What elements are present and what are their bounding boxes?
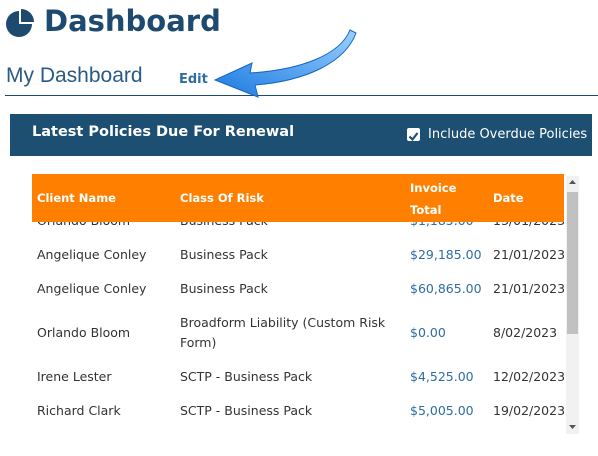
table-cell: 12/02/2023	[493, 369, 564, 384]
column-header: Client Name	[37, 191, 116, 205]
checkmark	[408, 132, 419, 142]
scrollbar[interactable]	[566, 176, 579, 434]
invoice-link[interactable]: $0.00	[410, 325, 446, 340]
table-cell: Angelique Conley	[37, 247, 147, 262]
divider	[5, 95, 598, 96]
invoice-link[interactable]: $1,185.00	[410, 222, 480, 231]
scroll-down[interactable]	[568, 424, 577, 430]
table-cell: Business Pack	[180, 281, 268, 296]
table-row: Irene Lester SCTP - Business Pack $4,525.0…	[32, 360, 564, 394]
checkbox[interactable]	[407, 128, 420, 142]
column-header: Invoice Total	[410, 181, 457, 217]
edit-link[interactable]: Edit	[179, 72, 208, 87]
table-row: Richard Clark SCTP - Business Pack $5,005.…	[32, 394, 564, 428]
column-header: Date	[493, 191, 524, 205]
table-cell: 21/01/2023	[493, 247, 564, 262]
invoice-link[interactable]: $60,865.00	[410, 281, 482, 296]
table-cell: Orlando Bloom	[37, 222, 177, 231]
table-row: Angelique Conley Business Pack $60,865.00 2…	[32, 272, 564, 306]
table-row: Orlando BloomBusiness Pack $1,185.00 13/01…	[32, 222, 564, 238]
table-cell: 19/02/2023	[493, 403, 564, 418]
table-rows: Orlando BloomBusiness Pack$1,185.0013/01…	[32, 222, 564, 428]
page-title: Dashboard	[44, 4, 221, 38]
table-cell: 13/01/2023	[493, 222, 564, 231]
panel-header: Latest Policies Due For Renewal Include …	[10, 114, 592, 156]
table-row: Angelique Conley Business Pack $29,185.00 2…	[32, 238, 564, 272]
section-title: My Dashboard	[6, 64, 143, 87]
scroll-up[interactable]	[568, 179, 577, 185]
table-row: Orlando Bloom Broadform Liability (Custom…	[32, 306, 564, 360]
arrow	[213, 29, 357, 98]
checkbox-label[interactable]: Include Overdue Policies	[428, 127, 588, 142]
table-cell: Orlando Bloom	[37, 325, 131, 340]
scroll-thumb[interactable]	[567, 192, 578, 334]
table-cell: SCTP - Business Pack	[180, 403, 313, 418]
table-cell: Irene Lester	[37, 369, 112, 384]
table-cell: Broadform Liability (Custom Risk Form)	[180, 315, 386, 350]
panel-title: Latest Policies Due For Renewal	[32, 124, 295, 140]
table-cell: 21/01/2023	[493, 281, 564, 296]
invoice-link[interactable]: $4,525.00	[410, 369, 474, 384]
table-cell: Business Pack	[180, 222, 400, 231]
invoice-link[interactable]: $29,185.00	[410, 247, 482, 262]
table-cell: 8/02/2023	[493, 325, 558, 340]
table-body: Orlando BloomBusiness Pack$1,185.0013/01…	[32, 222, 564, 434]
table-cell: Business Pack	[180, 247, 268, 262]
invoice-link[interactable]: $5,005.00	[410, 403, 474, 418]
column-header: Class Of Risk	[180, 191, 264, 205]
table-header: Client Name Class Of Risk Invoice Total Dat…	[32, 174, 564, 222]
table-cell: Richard Clark	[37, 403, 121, 418]
dashboard-icon	[6, 9, 34, 37]
table-cell: Angelique Conley	[37, 281, 147, 296]
table-cell: SCTP - Business Pack	[180, 369, 313, 384]
